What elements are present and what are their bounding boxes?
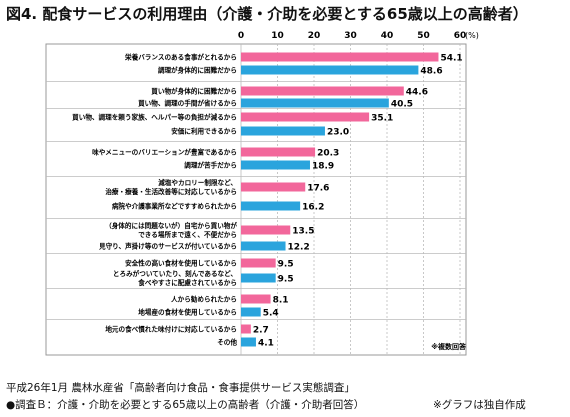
survey-note: ●調査Ｂ：介護・介助を必要とする65歳以上の高齢者（介護・介助者回答） (6, 399, 365, 411)
category-label: 地元の食べ慣れた味付けに対応しているから (105, 325, 237, 334)
category-label: 買い物、調理を頼う家族、ヘルパー等の負担が減るから (72, 113, 237, 122)
bar (241, 52, 439, 62)
bar-value-label: 23.0 (327, 128, 349, 138)
category-label: 味やメニューのバリエーションが豊富であるから (92, 148, 237, 157)
x-tick-label: 50 (417, 31, 430, 41)
bar (241, 201, 301, 211)
bar-value-label: 9.5 (278, 260, 294, 270)
bar (241, 182, 306, 192)
source-note: 平成26年1月 農林水産省「高齢者向け食品・食事提供サービス実態調査」 (6, 382, 355, 394)
category-label: 減塩やカロリー制限など、 (158, 178, 237, 187)
bar (241, 258, 276, 268)
x-tick-label: 40 (381, 31, 394, 41)
category-label: 調理が苦手だから (184, 161, 237, 170)
x-tick-label: 10 (271, 31, 284, 41)
bar (241, 160, 310, 170)
category-label: 地場産の食材を使用しているから (138, 308, 237, 317)
bar-value-label: 48.6 (420, 67, 442, 77)
x-tick-label: 30 (344, 31, 357, 41)
category-label: 安価に利用できるから (171, 127, 237, 136)
bar (241, 307, 261, 317)
bar (241, 112, 370, 122)
category-label: 栄養バランスのある食事がとれるから (124, 53, 237, 62)
bar-value-label: 16.2 (302, 203, 324, 213)
chart-credit-note: ※グラフは独自作成 (433, 399, 526, 411)
bar-value-label: 2.7 (253, 326, 269, 336)
bar (241, 86, 404, 96)
bar-value-label: 44.6 (406, 88, 428, 98)
category-label: 治療・療養・生活改善等に対応しているから (105, 187, 237, 196)
bar-value-label: 40.5 (391, 100, 413, 110)
bar (241, 337, 256, 347)
bar-value-label: 9.5 (278, 275, 294, 285)
multiple-answer-note: ※複数回答 (431, 342, 467, 351)
bar-value-label: 18.9 (312, 162, 334, 172)
category-label: 調理が身体的に困難だから (158, 66, 237, 75)
x-axis-unit: (%) (465, 31, 479, 40)
category-label: 人から勧められたから (171, 295, 237, 304)
category-label: 見守り、声掛け等のサービスが付いているから (98, 242, 237, 251)
bar (241, 324, 251, 334)
bar (241, 98, 389, 108)
bar (241, 126, 325, 136)
bar (241, 241, 286, 251)
bar-value-label: 4.1 (258, 339, 274, 349)
bar (241, 147, 316, 157)
bar-value-label: 20.3 (317, 149, 339, 159)
bar (241, 65, 419, 75)
category-label: 買い物、調理の手間が省けるから (138, 99, 237, 108)
bar (241, 225, 291, 235)
x-tick-label: 60 (454, 31, 467, 41)
category-label: その他 (217, 338, 237, 347)
bar-value-label: 12.2 (288, 243, 310, 253)
bar (241, 294, 271, 304)
page-title: 図4. 配食サービスの利用理由（介護・介助を必要とする65歳以上の高齢者） (6, 5, 528, 23)
category-label: 買い物が身体的に困難だから (151, 87, 237, 96)
bar-value-label: 35.1 (371, 114, 393, 124)
bar-value-label: 54.1 (440, 54, 462, 64)
category-label: とろみがついていたり、刻んであるなど、 (113, 269, 237, 278)
category-label: できる場所まで遠く、不便だから (138, 230, 237, 239)
bar (241, 273, 276, 283)
bar-value-label: 13.5 (292, 227, 314, 237)
bar-value-label: 17.6 (307, 184, 329, 194)
category-label: 食べやすさに配慮されているから (138, 278, 237, 287)
bar-value-label: 8.1 (273, 296, 289, 306)
category-label: 安全性の高い食材を使用しているから (125, 259, 237, 268)
category-label: 病院や介護事業所などですすめられたから (112, 202, 237, 211)
category-label: （身体的には問題ないが）自宅から買い物が (105, 221, 237, 230)
x-tick-label: 20 (308, 31, 321, 41)
x-tick-label: 0 (238, 31, 244, 41)
bar-value-label: 5.4 (263, 309, 279, 319)
plot-frame (45, 43, 467, 356)
